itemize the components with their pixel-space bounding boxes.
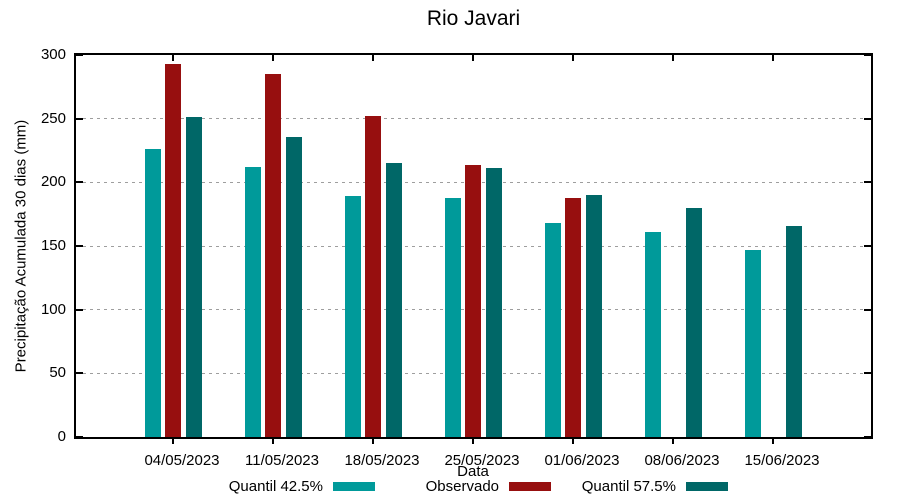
x-tick-mark-top: [572, 55, 574, 61]
x-tick-label: 18/05/2023: [344, 452, 420, 469]
plot-area: [74, 53, 873, 439]
legend-label: Quantil 57.5%: [581, 478, 676, 495]
y-tick-label: 0: [57, 428, 66, 445]
gridline: [76, 118, 871, 120]
bar: [265, 74, 281, 437]
legend-label: Quantil 42.5%: [228, 478, 323, 495]
bar: [385, 163, 402, 437]
x-tick-mark-bottom: [372, 439, 374, 444]
y-tick-mark-left: [76, 117, 83, 120]
bar: [465, 164, 481, 437]
x-tick-label: 11/05/2023: [245, 452, 319, 469]
bar: [444, 197, 461, 437]
bar: [565, 197, 581, 437]
bar: [544, 223, 561, 437]
legend-swatch: [509, 482, 551, 491]
y-tick-mark-right: [864, 117, 871, 120]
y-tick-mark-left: [76, 436, 83, 438]
x-tick-mark-top: [272, 55, 274, 61]
x-tick-label: 25/05/2023: [444, 452, 520, 469]
y-tick-mark-right: [864, 308, 871, 311]
x-tick-label: 04/05/2023: [144, 452, 220, 469]
x-tick-mark-top: [772, 55, 774, 61]
bar: [185, 117, 202, 437]
y-tick-mark-left: [76, 181, 83, 184]
y-tick-label: 150: [40, 237, 66, 254]
bar: [585, 195, 602, 437]
y-tick-mark-right: [864, 436, 871, 438]
bar: [485, 168, 502, 437]
bar: [365, 116, 381, 437]
y-tick-mark-right: [864, 54, 871, 56]
y-tick-mark-left: [76, 245, 83, 247]
x-tick-mark-bottom: [472, 439, 474, 444]
x-tick-mark-top: [172, 55, 174, 61]
y-tick-label: 100: [40, 300, 66, 318]
y-tick-label: 250: [40, 109, 66, 127]
x-tick-mark-bottom: [572, 439, 574, 444]
legend-item: Quantil 42.5%: [229, 478, 375, 495]
bar: [144, 149, 161, 437]
y-tick-label: 300: [40, 46, 66, 63]
x-tick-mark-top: [672, 55, 674, 61]
x-tick-mark-bottom: [272, 439, 274, 444]
y-tick-mark-left: [76, 372, 83, 375]
y-tick-mark-right: [864, 372, 871, 375]
x-tick-mark-bottom: [772, 439, 774, 444]
x-tick-mark-bottom: [172, 439, 174, 444]
bar: [344, 196, 361, 437]
x-tick-label: 15/06/2023: [744, 452, 820, 469]
bar: [244, 167, 261, 437]
y-tick-mark-left: [76, 308, 83, 311]
bar: [285, 136, 302, 437]
x-tick-label: 01/06/2023: [544, 452, 620, 469]
x-tick-mark-top: [372, 55, 374, 61]
bar: [644, 232, 661, 437]
x-tick-mark-top: [472, 55, 474, 61]
bar: [785, 225, 802, 437]
legend-swatch: [686, 482, 728, 491]
x-axis-label: Data: [457, 463, 489, 480]
legend-swatch: [333, 482, 375, 491]
y-tick-mark-right: [864, 245, 871, 247]
bar: [744, 249, 761, 437]
y-tick-mark-left: [76, 54, 83, 56]
y-tick-mark-right: [864, 181, 871, 184]
bar: [165, 63, 181, 437]
y-tick-label: 200: [40, 173, 66, 191]
chart-title: Rio Javari: [426, 7, 521, 30]
y-tick-label: 50: [49, 364, 66, 382]
bar: [685, 207, 702, 437]
legend-item: Quantil 57.5%: [582, 478, 728, 495]
x-tick-mark-bottom: [672, 439, 674, 444]
x-tick-label: 08/06/2023: [644, 452, 720, 469]
legend-item: Observado: [426, 478, 551, 495]
legend-label: Observado: [425, 478, 499, 495]
